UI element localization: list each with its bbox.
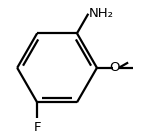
Text: F: F xyxy=(33,121,41,134)
Text: O: O xyxy=(109,61,119,74)
Text: NH₂: NH₂ xyxy=(89,7,114,20)
